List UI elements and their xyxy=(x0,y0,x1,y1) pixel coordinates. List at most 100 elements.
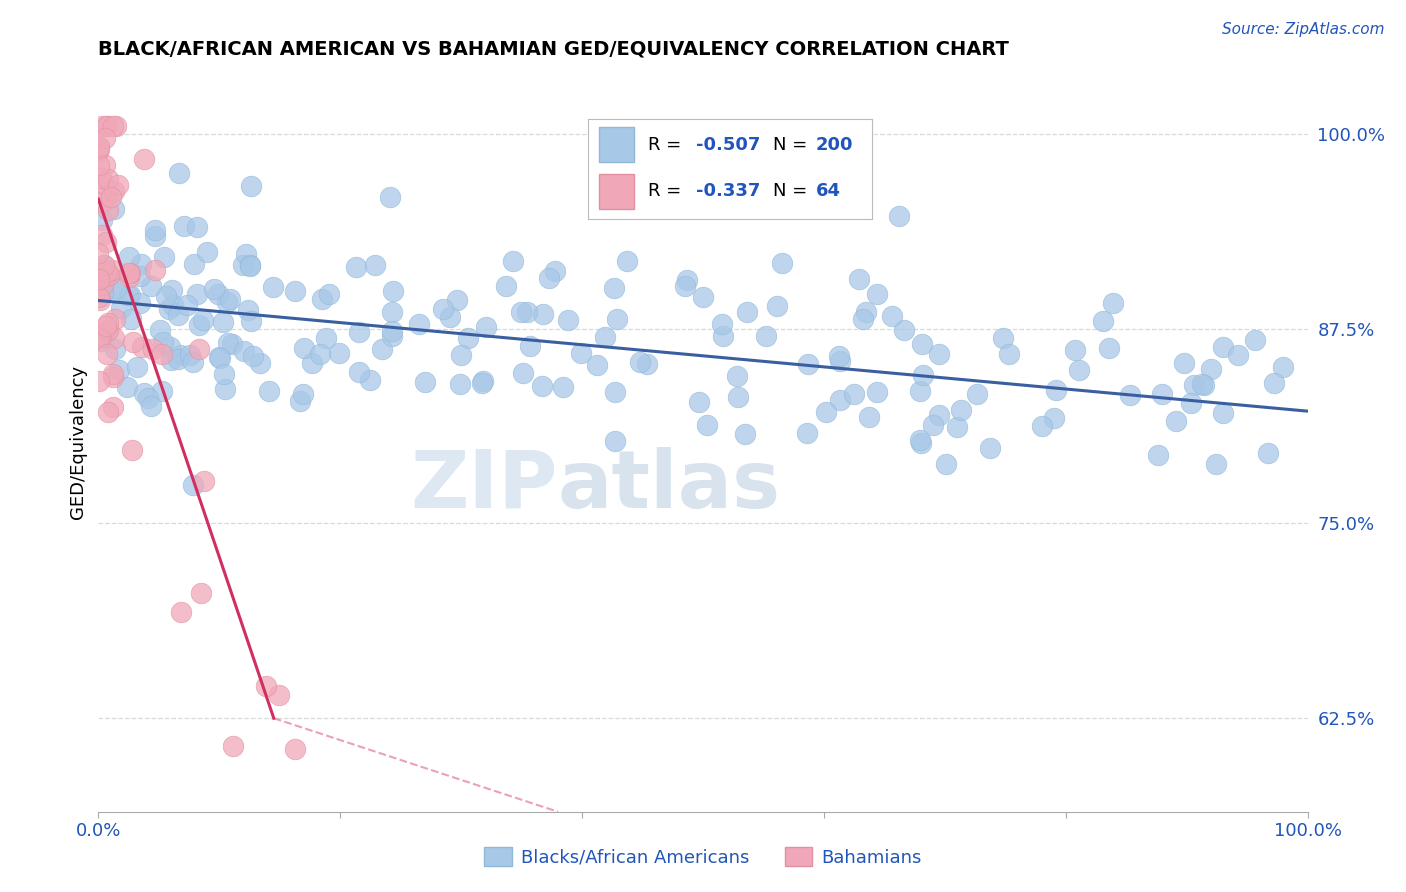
Point xyxy=(170,605,193,619)
Point xyxy=(439,310,461,324)
Point xyxy=(911,336,934,351)
Point xyxy=(120,287,142,301)
Point xyxy=(188,342,211,356)
Point xyxy=(606,311,628,326)
Point xyxy=(155,289,177,303)
Point xyxy=(344,260,367,275)
Point xyxy=(382,284,405,298)
Point xyxy=(472,374,495,388)
Point xyxy=(866,287,889,301)
Point xyxy=(214,382,236,396)
Point xyxy=(104,119,127,133)
Point xyxy=(143,228,166,243)
Point xyxy=(979,442,1001,456)
Point xyxy=(381,305,404,319)
Point xyxy=(235,247,257,261)
Point xyxy=(1043,410,1066,425)
Point xyxy=(284,742,307,756)
Point xyxy=(673,278,696,293)
Point xyxy=(1069,363,1091,377)
Text: atlas: atlas xyxy=(558,447,780,525)
Point xyxy=(347,325,370,339)
Point xyxy=(96,119,118,133)
Point xyxy=(636,357,658,371)
Point xyxy=(97,268,120,283)
Point xyxy=(131,340,153,354)
Point xyxy=(190,586,212,600)
Point xyxy=(93,258,115,272)
Point xyxy=(755,328,778,343)
Point xyxy=(110,301,132,316)
Point xyxy=(100,263,122,277)
Point xyxy=(928,347,950,361)
Point xyxy=(97,317,120,331)
Point xyxy=(865,384,887,399)
Point xyxy=(842,387,865,401)
Point xyxy=(1164,414,1187,428)
Point xyxy=(713,329,735,343)
Point xyxy=(364,259,387,273)
Point xyxy=(96,265,118,279)
Point xyxy=(217,335,239,350)
Point xyxy=(107,178,129,192)
Point xyxy=(371,342,394,356)
Point xyxy=(91,194,114,209)
Point xyxy=(96,119,118,133)
Point xyxy=(616,253,638,268)
Point xyxy=(94,131,117,145)
Point xyxy=(107,363,129,377)
Point xyxy=(90,329,112,343)
Point xyxy=(101,370,124,384)
Point xyxy=(208,351,231,366)
Point xyxy=(880,310,903,324)
Point xyxy=(1244,333,1267,347)
Point xyxy=(449,376,471,391)
Point xyxy=(284,284,307,298)
Point xyxy=(475,320,498,334)
Point xyxy=(90,171,112,186)
Point xyxy=(162,297,184,311)
Point xyxy=(97,171,120,186)
Point xyxy=(858,409,880,424)
Point xyxy=(595,330,617,344)
Point xyxy=(100,190,122,204)
Point xyxy=(202,282,225,296)
Point xyxy=(1205,457,1227,471)
Point xyxy=(97,203,120,218)
Point xyxy=(1191,376,1213,391)
Point xyxy=(359,373,381,387)
Point xyxy=(318,287,340,301)
Point xyxy=(139,279,162,293)
Point xyxy=(1199,362,1222,376)
Point xyxy=(991,331,1014,345)
Point xyxy=(1227,348,1250,362)
Point xyxy=(191,312,214,326)
Point xyxy=(928,408,950,422)
Point xyxy=(94,158,117,172)
Point xyxy=(315,331,337,345)
Point xyxy=(160,283,183,297)
Point xyxy=(910,436,932,450)
Point xyxy=(450,348,472,362)
Point xyxy=(727,368,749,383)
Point xyxy=(997,347,1019,361)
Point xyxy=(1098,342,1121,356)
Point xyxy=(1150,387,1173,401)
Point xyxy=(173,219,195,233)
Point xyxy=(160,353,183,368)
Point xyxy=(446,293,468,307)
Point xyxy=(91,263,114,277)
Text: Source: ZipAtlas.com: Source: ZipAtlas.com xyxy=(1222,22,1385,37)
Point xyxy=(1091,314,1114,328)
Point xyxy=(557,313,579,327)
Point xyxy=(457,331,479,345)
Point xyxy=(176,298,198,312)
Point xyxy=(89,158,111,172)
Point xyxy=(129,257,152,271)
Point xyxy=(510,304,533,318)
Point xyxy=(893,324,915,338)
Point xyxy=(169,348,191,362)
Point xyxy=(96,347,118,361)
Point xyxy=(157,301,180,316)
Point xyxy=(765,299,787,313)
